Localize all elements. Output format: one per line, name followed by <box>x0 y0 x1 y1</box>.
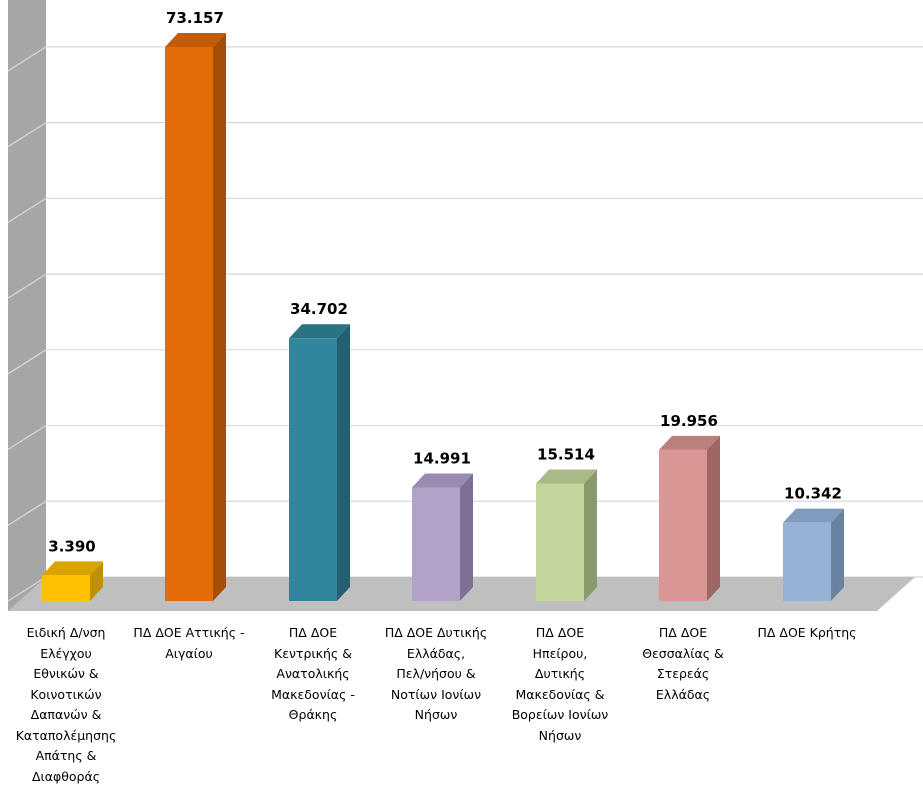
value-label: 14.991 <box>413 449 471 467</box>
bar <box>536 469 597 601</box>
bar <box>289 324 350 601</box>
wall-gridline <box>7 122 47 148</box>
wall-gridline <box>7 46 47 72</box>
category-label-line: Διαφθοράς <box>31 768 101 784</box>
category-label: ΠΔ ΔΟΕ Κεντρικής & Ανατολικής Μακεδονίας - Θ… <box>251 623 375 726</box>
category-label-line: Ελλάδας <box>655 686 711 702</box>
category-label-line: ΠΔ ΔΟΕ <box>535 625 585 640</box>
bar <box>783 508 844 601</box>
category-label-line: ΠΔ ΔΟΕ <box>658 625 708 640</box>
bar-top <box>412 473 473 488</box>
bar-side <box>460 473 473 601</box>
bar-side <box>831 508 844 601</box>
category-label-line: Εθνικών & <box>33 666 99 681</box>
bar-side <box>337 324 350 601</box>
bar-top <box>536 469 597 484</box>
bar-side <box>707 435 720 601</box>
bar-top <box>659 435 720 450</box>
category-label-line: ΠΔ ΔΟΕ Αττικής - <box>133 625 245 640</box>
wall-gridline <box>7 197 47 223</box>
value-label: 19.956 <box>660 412 718 430</box>
wall-gridline <box>7 273 47 299</box>
bar-front <box>412 487 460 601</box>
category-label-line: Μακεδονίας - <box>271 686 355 702</box>
value-label: 73.157 <box>166 9 224 27</box>
bar-top <box>165 33 226 47</box>
category-label: ΠΔ ΔΟΕ Ηπείρου, Δυτικής Μακεδονίας & Βορείων… <box>498 623 622 746</box>
wall-gridline <box>7 425 47 451</box>
value-label: 10.342 <box>784 485 842 503</box>
bar-front <box>289 338 337 601</box>
bar-top <box>783 508 844 523</box>
category-label-line: Νοτίων Ιονίων <box>390 686 482 702</box>
wall-gridline <box>7 500 47 526</box>
bar-top <box>42 561 103 576</box>
value-label: 3.390 <box>48 537 95 555</box>
category-label-line: Πελ/νήσου & <box>396 666 476 681</box>
category-label-line: Κεντρικής & <box>274 645 352 661</box>
category-label-line: Θράκης <box>288 707 338 722</box>
value-label: 15.514 <box>537 446 595 464</box>
bar-top <box>289 324 350 339</box>
category-label-line: Κοινοτικών <box>30 686 102 702</box>
category-label: ΠΔ ΔΟΕ Αττικής - Αιγαίου <box>127 623 251 664</box>
category-label-line: Ηπείρου, <box>532 645 588 661</box>
category-label-line: ΠΔ ΔΟΕ <box>288 625 338 640</box>
category-label: ΠΔ ΔΟΕ Κρήτης <box>745 623 869 644</box>
bar-front <box>783 522 831 601</box>
bar-front <box>536 483 584 601</box>
category-label-line: Στερεάς <box>656 666 710 681</box>
category-label-line: Ειδική Δ/νση <box>26 625 106 640</box>
bar <box>412 473 473 601</box>
bar-front <box>42 575 90 601</box>
category-label-line: Καταπολέμησης <box>15 727 117 743</box>
category-label-line: Δαπανών & <box>30 707 102 722</box>
category-label-line: Ελλάδας, <box>406 645 466 661</box>
category-label-line: Μακεδονίας & <box>515 686 605 702</box>
category-label-line: Αιγαίου <box>165 645 213 661</box>
category-label: ΠΔ ΔΟΕ Δυτικής Ελλάδας, Πελ/νήσου & Νοτίων … <box>374 623 498 726</box>
category-label-line: ΠΔ ΔΟΕ Δυτικής <box>384 625 488 640</box>
category-label: Ειδική Δ/νση Ελέγχου Εθνικών & Κοινοτικών Δα… <box>4 623 128 787</box>
category-label-line: Θεσσαλίας & <box>642 645 724 661</box>
category-label-line: Νήσων <box>538 727 582 743</box>
bar-side <box>584 469 597 601</box>
bar <box>165 33 226 601</box>
bars <box>42 33 844 601</box>
wall-gridline <box>7 576 47 602</box>
category-label-line: Βορείων Ιονίων <box>511 707 609 722</box>
category-label-line: ΠΔ ΔΟΕ Κρήτης <box>757 625 857 640</box>
back-wall-side <box>8 0 46 611</box>
category-label-line: Δυτικής <box>534 666 586 681</box>
bar-side <box>213 33 226 601</box>
category-label-line: Νήσων <box>414 707 458 722</box>
category-label-line: Ελέγχου <box>40 645 92 661</box>
category-label-line: Ανατολικής <box>276 666 350 681</box>
value-label: 34.702 <box>290 300 348 318</box>
bar-front <box>165 47 213 601</box>
bar <box>42 561 103 601</box>
bar-side <box>90 561 103 601</box>
value-labels: 3.390 73.157 34.702 14.991 15.514 19.956 10.34… <box>48 9 842 555</box>
bar-front <box>659 449 707 601</box>
wall-gridline <box>7 349 47 375</box>
category-label: ΠΔ ΔΟΕ Θεσσαλίας & Στερεάς Ελλάδας <box>621 623 745 705</box>
category-label-line: Απάτης & <box>35 748 97 763</box>
bar <box>659 435 720 601</box>
